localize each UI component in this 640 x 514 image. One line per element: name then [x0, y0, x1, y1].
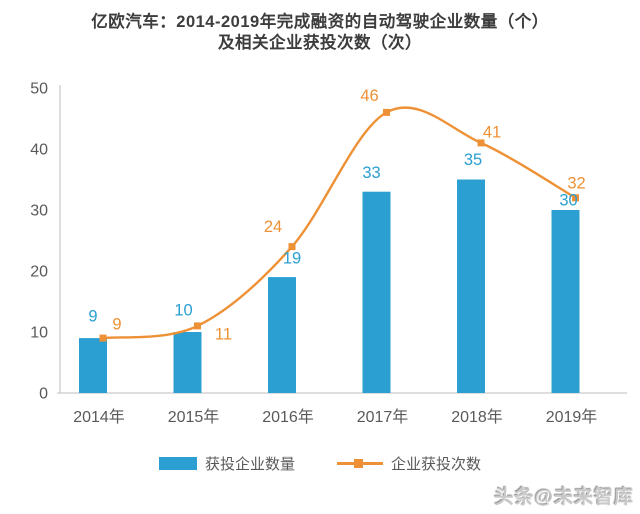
svg-text:40: 40: [30, 142, 48, 159]
svg-text:2015年: 2015年: [168, 408, 220, 426]
svg-text:11: 11: [215, 325, 232, 343]
svg-text:2019年: 2019年: [546, 408, 598, 426]
legend-bar-label: 获投企业数量: [204, 456, 295, 473]
legend-line-label: 企业获投次数: [391, 456, 482, 473]
line-marker-swatch-icon: [337, 458, 383, 468]
legend-item-line: 企业获投次数: [337, 453, 481, 474]
svg-text:32: 32: [567, 174, 585, 192]
svg-text:19: 19: [283, 250, 301, 268]
svg-text:30: 30: [30, 203, 48, 220]
svg-text:46: 46: [360, 87, 378, 105]
bar-swatch-icon: [158, 457, 197, 470]
watermark: 头条@未来智库: [494, 487, 634, 508]
chart-title-line2: 及相关企业获投次数（次）: [218, 34, 422, 52]
svg-text:10: 10: [30, 325, 48, 342]
svg-text:50: 50: [30, 81, 48, 98]
svg-text:2017年: 2017年: [357, 408, 409, 426]
svg-text:10: 10: [174, 302, 192, 320]
svg-text:35: 35: [464, 151, 482, 169]
svg-text:33: 33: [362, 164, 380, 182]
svg-text:2014年: 2014年: [73, 408, 125, 426]
svg-text:30: 30: [559, 192, 577, 210]
svg-text:41: 41: [483, 123, 501, 141]
svg-text:2016年: 2016年: [262, 408, 314, 426]
svg-text:9: 9: [112, 316, 121, 334]
legend-item-bars: 获投企业数量: [158, 453, 295, 474]
svg-text:20: 20: [30, 264, 48, 281]
svg-text:9: 9: [88, 308, 97, 326]
svg-text:2018年: 2018年: [451, 408, 503, 426]
svg-text:0: 0: [39, 386, 48, 403]
combo-bar-line-chart: 0 10 20 30 40 50 2014年 2015年 2016年 2017年 2018年 2019…: [30, 81, 627, 426]
legend: 获投企业数量 企业获投次数: [0, 453, 640, 474]
svg-text:24: 24: [264, 218, 282, 236]
chart-title-line1: 亿欧汽车：2014-2019年完成融资的自动驾驶企业数量（个）: [91, 13, 549, 31]
chart-title: 亿欧汽车：2014-2019年完成融资的自动驾驶企业数量（个） 及相关企业获投次…: [0, 12, 640, 54]
